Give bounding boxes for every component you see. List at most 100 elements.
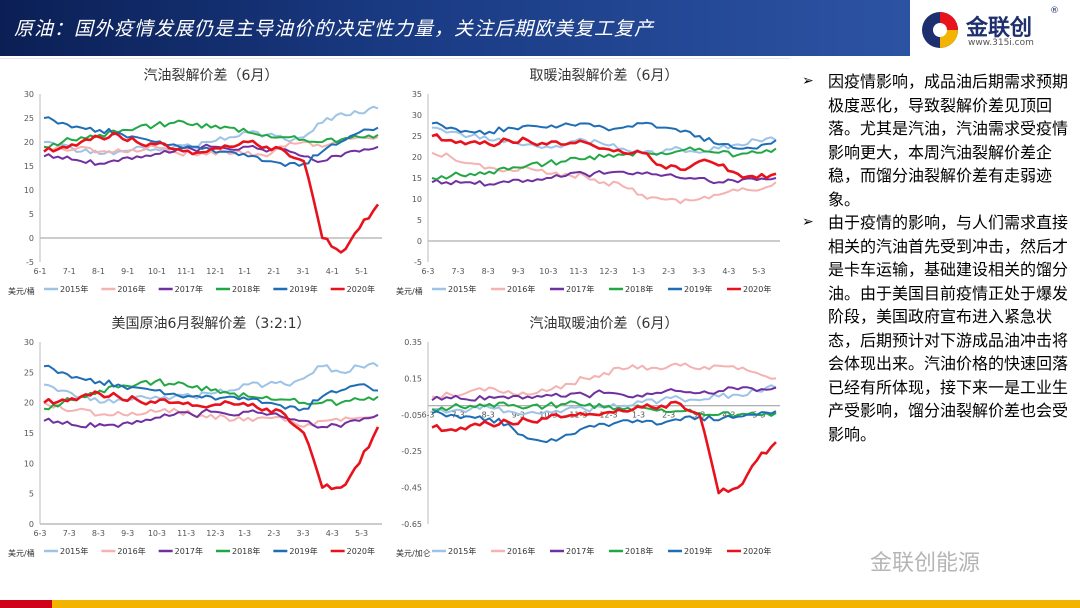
y-tick-label: 0.15: [404, 374, 422, 383]
legend-label: 2015年: [60, 546, 88, 556]
legend-label: 2016年: [507, 284, 535, 294]
commentary-bullet: ➢ 由于疫情的影响，与人们需求直接相关的汽油首先受到冲击，然后才是卡车运输，基础…: [800, 211, 1072, 446]
legend-label: 2020年: [743, 546, 771, 556]
x-tick-label: 3-3: [692, 267, 705, 276]
legend-label: 2016年: [117, 546, 145, 556]
series-line-2018年: [431, 146, 777, 181]
x-tick-label: 2-1: [267, 267, 280, 276]
x-tick-label: 7-3: [452, 411, 465, 420]
x-tick-label: 9-3: [512, 411, 525, 420]
y-tick-label: 15: [24, 429, 34, 438]
legend-label: 2020年: [743, 284, 771, 294]
y-axis-unit-label: 美元/加仑: [396, 548, 431, 558]
y-tick-label: -0.45: [401, 484, 422, 493]
series-line-2019年: [431, 121, 777, 150]
series-line-2018年: [43, 119, 379, 149]
series-line-2015年: [43, 362, 379, 404]
x-tick-label: 10-3: [539, 267, 557, 276]
legend-label: 2019年: [684, 546, 712, 556]
page-title: 原油：国外疫情发展仍是主导油价的决定性力量，关注后期欧美复工复产: [14, 18, 655, 40]
x-tick-label: 4-3: [326, 529, 339, 538]
x-tick-label: 3-3: [297, 529, 310, 538]
footer-accent: [0, 600, 52, 608]
y-tick-label: 35: [412, 90, 422, 99]
series-line-2015年: [43, 105, 379, 156]
commentary-bullet: ➢ 因疫情影响，成品油后期需求预期极度恶化，导致裂解价差见顶回落。尤其是汽油，汽…: [800, 70, 1072, 211]
chart-title: 汽油取暖油价差（6月）: [530, 316, 679, 332]
x-tick-label: 3-1: [297, 267, 310, 276]
x-tick-label: 12-3: [599, 411, 617, 420]
commentary-text: 因疫情影响，成品油后期需求预期极度恶化，导致裂解价差见顶回落。尤其是汽油，汽油需…: [828, 72, 1069, 209]
series-line-2017年: [431, 170, 777, 187]
y-axis-unit-label: 美元/桶: [396, 286, 423, 296]
arrow-bullet-icon: ➢: [802, 73, 814, 89]
y-tick-label: 0: [417, 237, 422, 246]
x-tick-label: 12-1: [206, 267, 224, 276]
series-line-2018年: [431, 400, 777, 419]
legend-label: 2015年: [448, 546, 476, 556]
legend-label: 2016年: [507, 546, 535, 556]
watermark: 金联创能源: [870, 551, 981, 576]
legend-label: 2017年: [566, 546, 594, 556]
series-line-2019年: [43, 364, 379, 412]
series-line-2018年: [43, 378, 379, 411]
logo-url: www.315i.com: [968, 38, 1034, 48]
x-tick-label: 11-1: [177, 267, 195, 276]
legend-label: 2015年: [60, 284, 88, 294]
x-tick-label: 12-3: [206, 529, 224, 538]
y-tick-label: 30: [24, 338, 34, 347]
x-tick-label: 7-3: [452, 267, 465, 276]
y-tick-label: 20: [24, 138, 34, 147]
x-tick-label: 4-3: [722, 267, 735, 276]
x-tick-label: 10-3: [148, 529, 166, 538]
x-tick-label: 5-3: [752, 267, 765, 276]
x-tick-label: 2-3: [662, 411, 675, 420]
x-tick-label: 4-1: [326, 267, 339, 276]
y-axis-unit-label: 美元/桶: [8, 548, 35, 558]
divider: [0, 58, 790, 59]
x-tick-label: 12-3: [599, 267, 617, 276]
logo-emblem-icon: [922, 12, 958, 48]
series-line-2020年: [431, 400, 777, 495]
x-tick-label: 1-3: [238, 529, 251, 538]
x-tick-label: 6-3: [421, 411, 434, 420]
chart-gasoline-crack: 汽油裂解价差（6月） 30 25 20 15 10 5 0 -5 6-1 7-1 8-1 9-1 10-1…: [4, 62, 394, 306]
chart-title: 取暖油裂解价差（6月）: [530, 68, 679, 84]
y-axis-unit-label: 美元/桶: [8, 286, 35, 296]
y-tick-label: 5: [29, 210, 34, 219]
x-tick-label: 1-3: [632, 267, 645, 276]
x-tick-label: 8-3: [482, 411, 495, 420]
x-tick-label: 9-1: [121, 267, 134, 276]
x-tick-label: 7-3: [63, 529, 76, 538]
y-tick-label: 20: [412, 153, 422, 162]
x-tick-label: 7-1: [63, 267, 76, 276]
y-tick-label: -5: [26, 258, 34, 267]
legend-label: 2020年: [347, 546, 375, 556]
arrow-bullet-icon: ➢: [802, 214, 814, 230]
x-tick-label: 8-3: [92, 529, 105, 538]
legend-label: 2018年: [232, 546, 260, 556]
chart-heating-oil-crack: 取暖油裂解价差（6月） 35 30 25 20 15 10 5 0 -5 6-3 7-3 8-3 9-3 1…: [392, 62, 792, 306]
y-tick-label: 25: [412, 132, 422, 141]
x-tick-label: 11-3: [569, 267, 587, 276]
legend-label: 2017年: [175, 284, 203, 294]
legend-label: 2020年: [347, 284, 375, 294]
y-tick-label: 10: [24, 186, 34, 195]
y-tick-label: -5: [414, 258, 422, 267]
y-tick-label: 20: [24, 399, 34, 408]
y-tick-label: 0: [29, 234, 34, 243]
y-tick-label: 15: [412, 174, 422, 183]
series-line-2016年: [43, 401, 379, 428]
brand-logo: 金联创 ® www.315i.com: [918, 6, 1078, 52]
title-banner: 原油：国外疫情发展仍是主导油价的决定性力量，关注后期欧美复工复产: [0, 0, 910, 56]
series-line-2017年: [43, 408, 379, 429]
x-tick-label: 2-3: [662, 267, 675, 276]
series-line-2017年: [43, 143, 379, 166]
x-tick-label: 8-1: [92, 267, 105, 276]
legend-label: 2018年: [625, 546, 653, 556]
chart-title: 汽油裂解价差（6月）: [144, 68, 279, 84]
chart-us-crude-321-crack: 美国原油6月裂解价差（3:2:1） 30 25 20 15 10 5 0 6-3 7-3 8-3 9-…: [4, 310, 394, 568]
series-line-2017年: [431, 386, 777, 402]
commentary-text: 由于疫情的影响，与人们需求直接相关的汽油首先受到冲击，然后才是卡车运输，基础建设…: [828, 213, 1069, 444]
y-tick-label: 0: [29, 520, 34, 529]
